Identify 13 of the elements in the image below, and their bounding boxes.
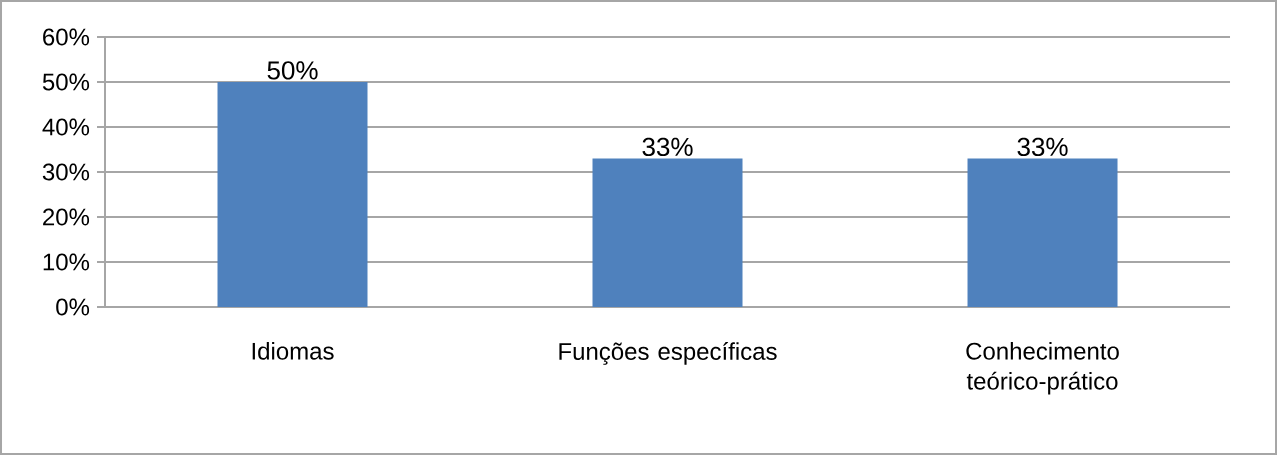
y-tick-label: 40% — [42, 118, 90, 136]
x-tick-label: Idiomas — [252, 342, 334, 360]
y-tick-label: 20% — [43, 208, 90, 226]
x-tick-label: Conhecimento teórico-prático — [966, 342, 1119, 395]
x-tick-label: Funções específicas — [559, 342, 777, 365]
y-tick-label: 30% — [42, 163, 90, 181]
y-tick-label: 50% — [42, 73, 90, 91]
y-tick-label: 60% — [43, 28, 90, 46]
data-label: 33% — [642, 137, 693, 157]
y-tick-label: 10% — [43, 253, 90, 271]
y-tick-label: 0% — [56, 298, 90, 316]
data-label: 50% — [267, 61, 318, 80]
data-label: 33% — [1017, 137, 1068, 157]
